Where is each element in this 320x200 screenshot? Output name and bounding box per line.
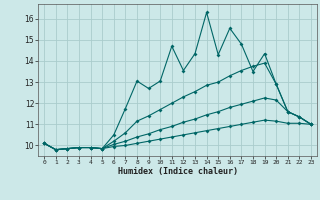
X-axis label: Humidex (Indice chaleur): Humidex (Indice chaleur) bbox=[118, 167, 238, 176]
